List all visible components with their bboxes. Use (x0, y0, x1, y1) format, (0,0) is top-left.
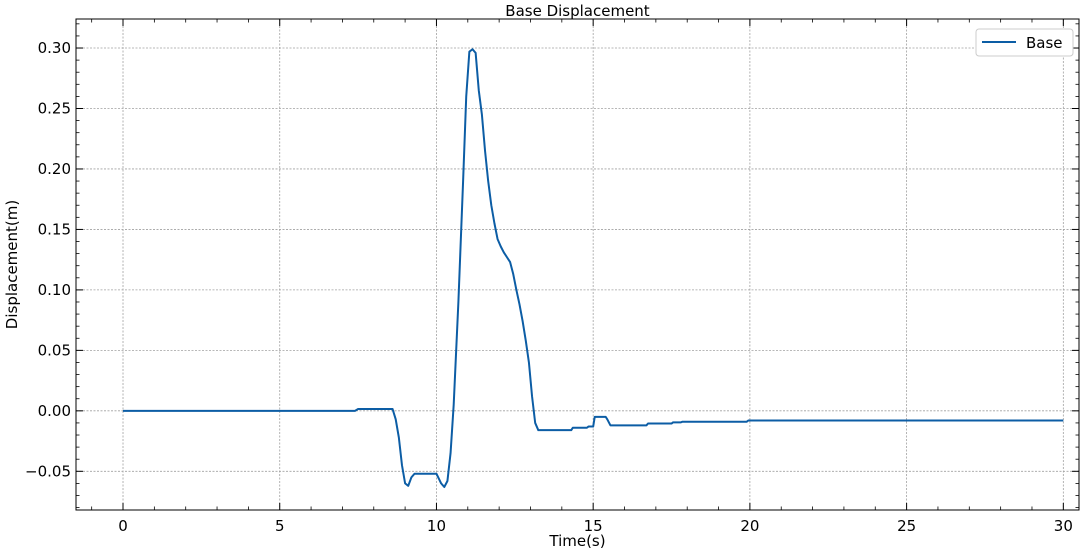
grid (76, 19, 1079, 510)
x-tick-label: 20 (740, 517, 759, 535)
y-tick-label: 0.00 (38, 402, 71, 420)
x-tick-label: 5 (275, 517, 285, 535)
series-layer (123, 48, 1064, 489)
plot-frame (75, 18, 1080, 511)
legend: Base (975, 28, 1074, 57)
x-axis-label: Time(s) (548, 532, 605, 550)
x-tick-label: 15 (584, 517, 603, 535)
y-tick-label: 0.05 (38, 341, 71, 359)
y-tick-label: 0.10 (38, 281, 71, 299)
legend-entry-label: Base (1026, 34, 1063, 52)
chart-title: Base Displacement (505, 2, 650, 20)
y-tick-label: −0.05 (25, 462, 71, 480)
x-tick-label: 10 (427, 517, 446, 535)
y-tick-label: 0.25 (38, 99, 71, 117)
x-tick-label: 25 (897, 517, 916, 535)
legend-box (975, 28, 1074, 57)
y-tick-label: 0.30 (38, 39, 71, 57)
y-axis-label: Displacement(m) (3, 200, 21, 329)
x-tick-label: 0 (118, 517, 128, 535)
x-tick-label: 30 (1054, 517, 1073, 535)
axis-ticks: 0 5 10 15 20 25 30 −0.05 0.00 0.05 0.10 0.15 0.20 0.2… (25, 19, 1079, 535)
y-tick-label: 0.15 (38, 220, 71, 238)
y-tick-label: 0.20 (38, 160, 71, 178)
series-line-base (123, 48, 1064, 489)
